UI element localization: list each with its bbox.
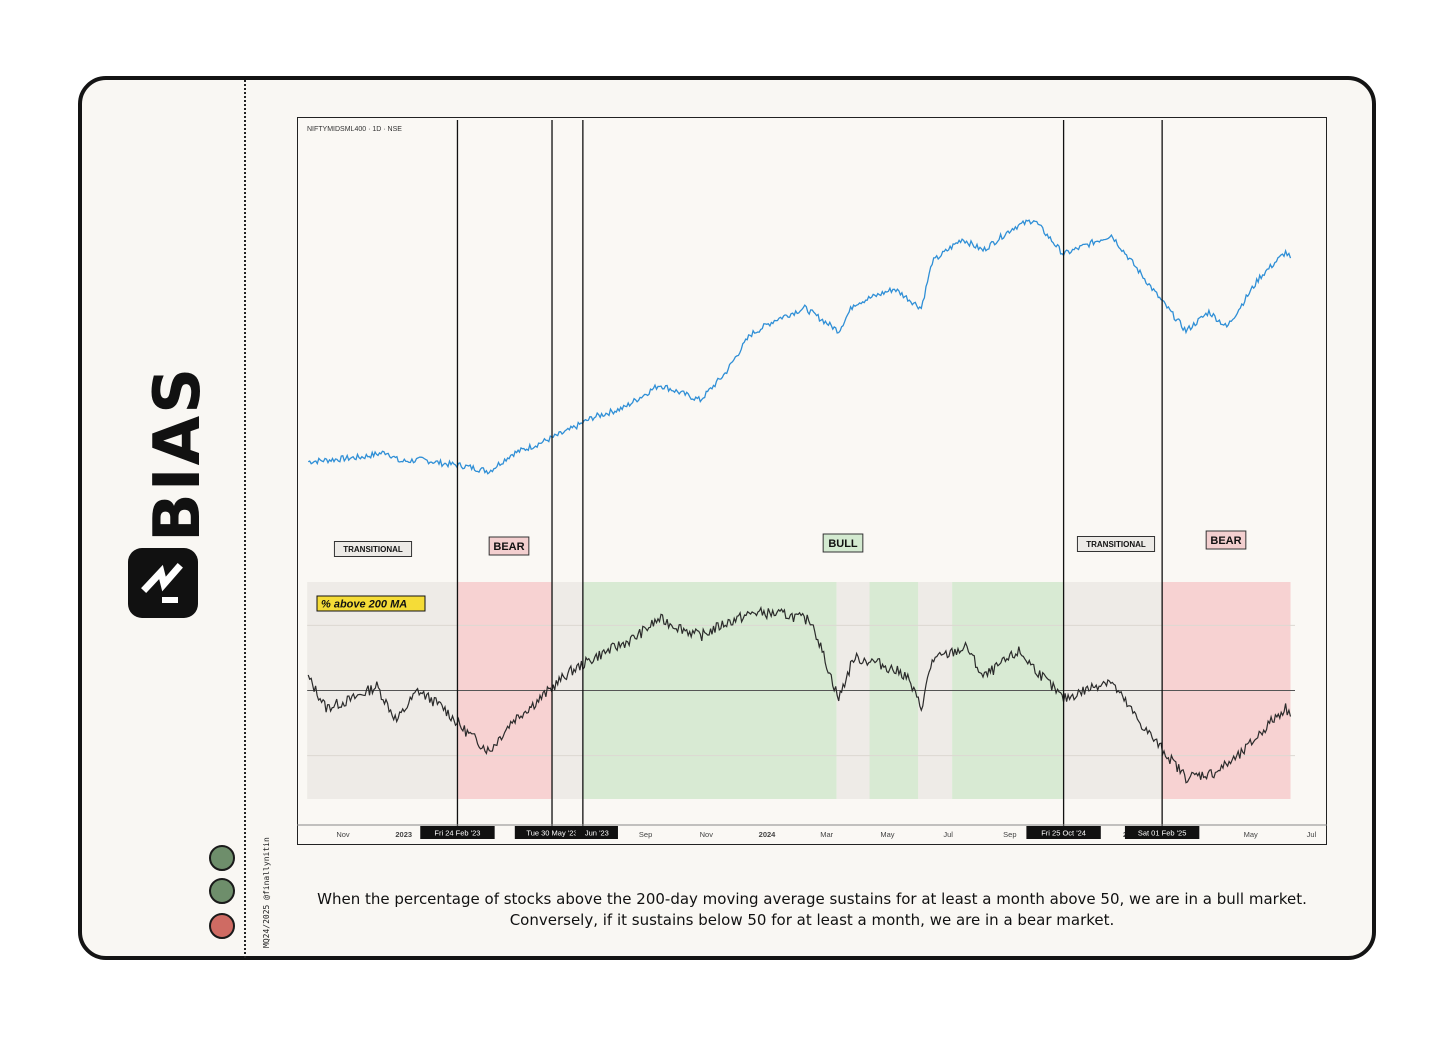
- regime-label-box: [488, 536, 530, 556]
- x-tick-label: Mar: [820, 830, 833, 839]
- x-tick-label: 2023: [395, 830, 412, 839]
- status-dot-green-2: [209, 878, 235, 904]
- event-date-box: [420, 826, 495, 839]
- price-line: [307, 219, 1292, 475]
- regime-label: BEAR: [493, 541, 524, 553]
- symbol-label: NIFTYMIDSML400 · 1D · NSE: [307, 126, 402, 133]
- regime-label: TRANSITIONAL: [1086, 540, 1146, 549]
- market-regime-chart: Nov2023MarMayJulSepNov2024MarMayJulSepNo…: [297, 120, 1327, 839]
- brand-wordmark: BIAS: [141, 365, 215, 542]
- x-tick-label: May: [1244, 830, 1258, 839]
- x-tick-label: Sep: [639, 830, 652, 839]
- event-date-box: [514, 826, 590, 839]
- regime-label-box: [333, 541, 413, 557]
- event-date-label: Tue 30 May '23: [526, 829, 577, 838]
- brand-logo-icon: [128, 548, 198, 618]
- breadth-line: [307, 605, 1292, 784]
- regime-label: TRANSITIONAL: [343, 545, 403, 554]
- credit-text: MQ24/2025 @finallynitin: [262, 837, 271, 948]
- event-date-box: [575, 826, 618, 839]
- regime-label: BEAR: [1210, 535, 1241, 547]
- x-tick-label: Nov: [700, 830, 714, 839]
- indicator-label-box: [316, 595, 426, 612]
- x-tick-label: Nov: [336, 830, 350, 839]
- regime-label-box: [1076, 536, 1156, 552]
- x-tick-label: Jul: [943, 830, 953, 839]
- x-tick-label: 2024: [759, 830, 777, 839]
- regime-label-box: [1205, 530, 1247, 550]
- x-tick-label: Jul: [1307, 830, 1317, 839]
- x-tick-label: Sep: [1003, 830, 1016, 839]
- event-date-label: Jun '23: [585, 829, 609, 838]
- x-tick-label: May: [880, 830, 894, 839]
- event-date-box: [1124, 826, 1200, 839]
- regime-label: BULL: [828, 538, 858, 550]
- status-dot-green-1: [209, 845, 235, 871]
- status-dot-red: [209, 913, 235, 939]
- caption: When the percentage of stocks above the …: [317, 890, 1307, 929]
- event-date-label: Fri 24 Feb '23: [434, 829, 480, 838]
- regime-label-box: [822, 533, 864, 553]
- event-date-label: Fri 25 Oct '24: [1041, 829, 1086, 838]
- event-date-box: [1026, 826, 1101, 839]
- indicator-label: % above 200 MA: [321, 599, 407, 611]
- event-date-label: Sat 01 Feb '25: [1138, 829, 1187, 838]
- dotted-divider: [244, 80, 246, 958]
